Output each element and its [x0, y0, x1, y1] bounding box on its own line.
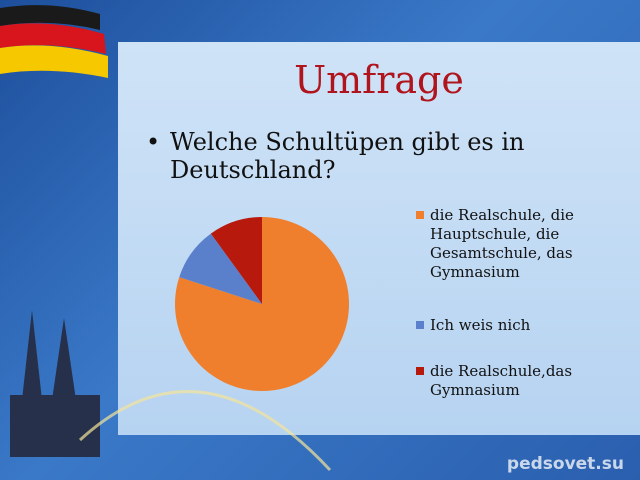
cathedral: [10, 310, 332, 472]
legend-entry: Ich weis nich: [416, 316, 630, 335]
pie-slice: [210, 217, 262, 304]
legend-label: Ich weis nich: [430, 316, 531, 334]
pie-slice: [179, 233, 262, 304]
legend-swatch: [416, 211, 424, 219]
legend-swatch: [416, 321, 424, 329]
legend-swatch: [416, 367, 424, 375]
legend-entry: die Realschule, die Hauptschule, die Ges…: [416, 206, 630, 282]
legend-label: die Realschule,das Gymnasium: [430, 362, 573, 399]
legend-label: die Realschule, die Hauptschule, die Ges…: [430, 206, 574, 281]
bullet-text: Welche Schultüpen gibt es in Deutschland…: [146, 128, 590, 184]
slide-title: Umfrage: [294, 58, 464, 102]
watermark: pedsovet.su: [506, 454, 624, 474]
legend-entry: die Realschule,das Gymnasium: [416, 362, 630, 400]
flag: [0, 5, 108, 78]
